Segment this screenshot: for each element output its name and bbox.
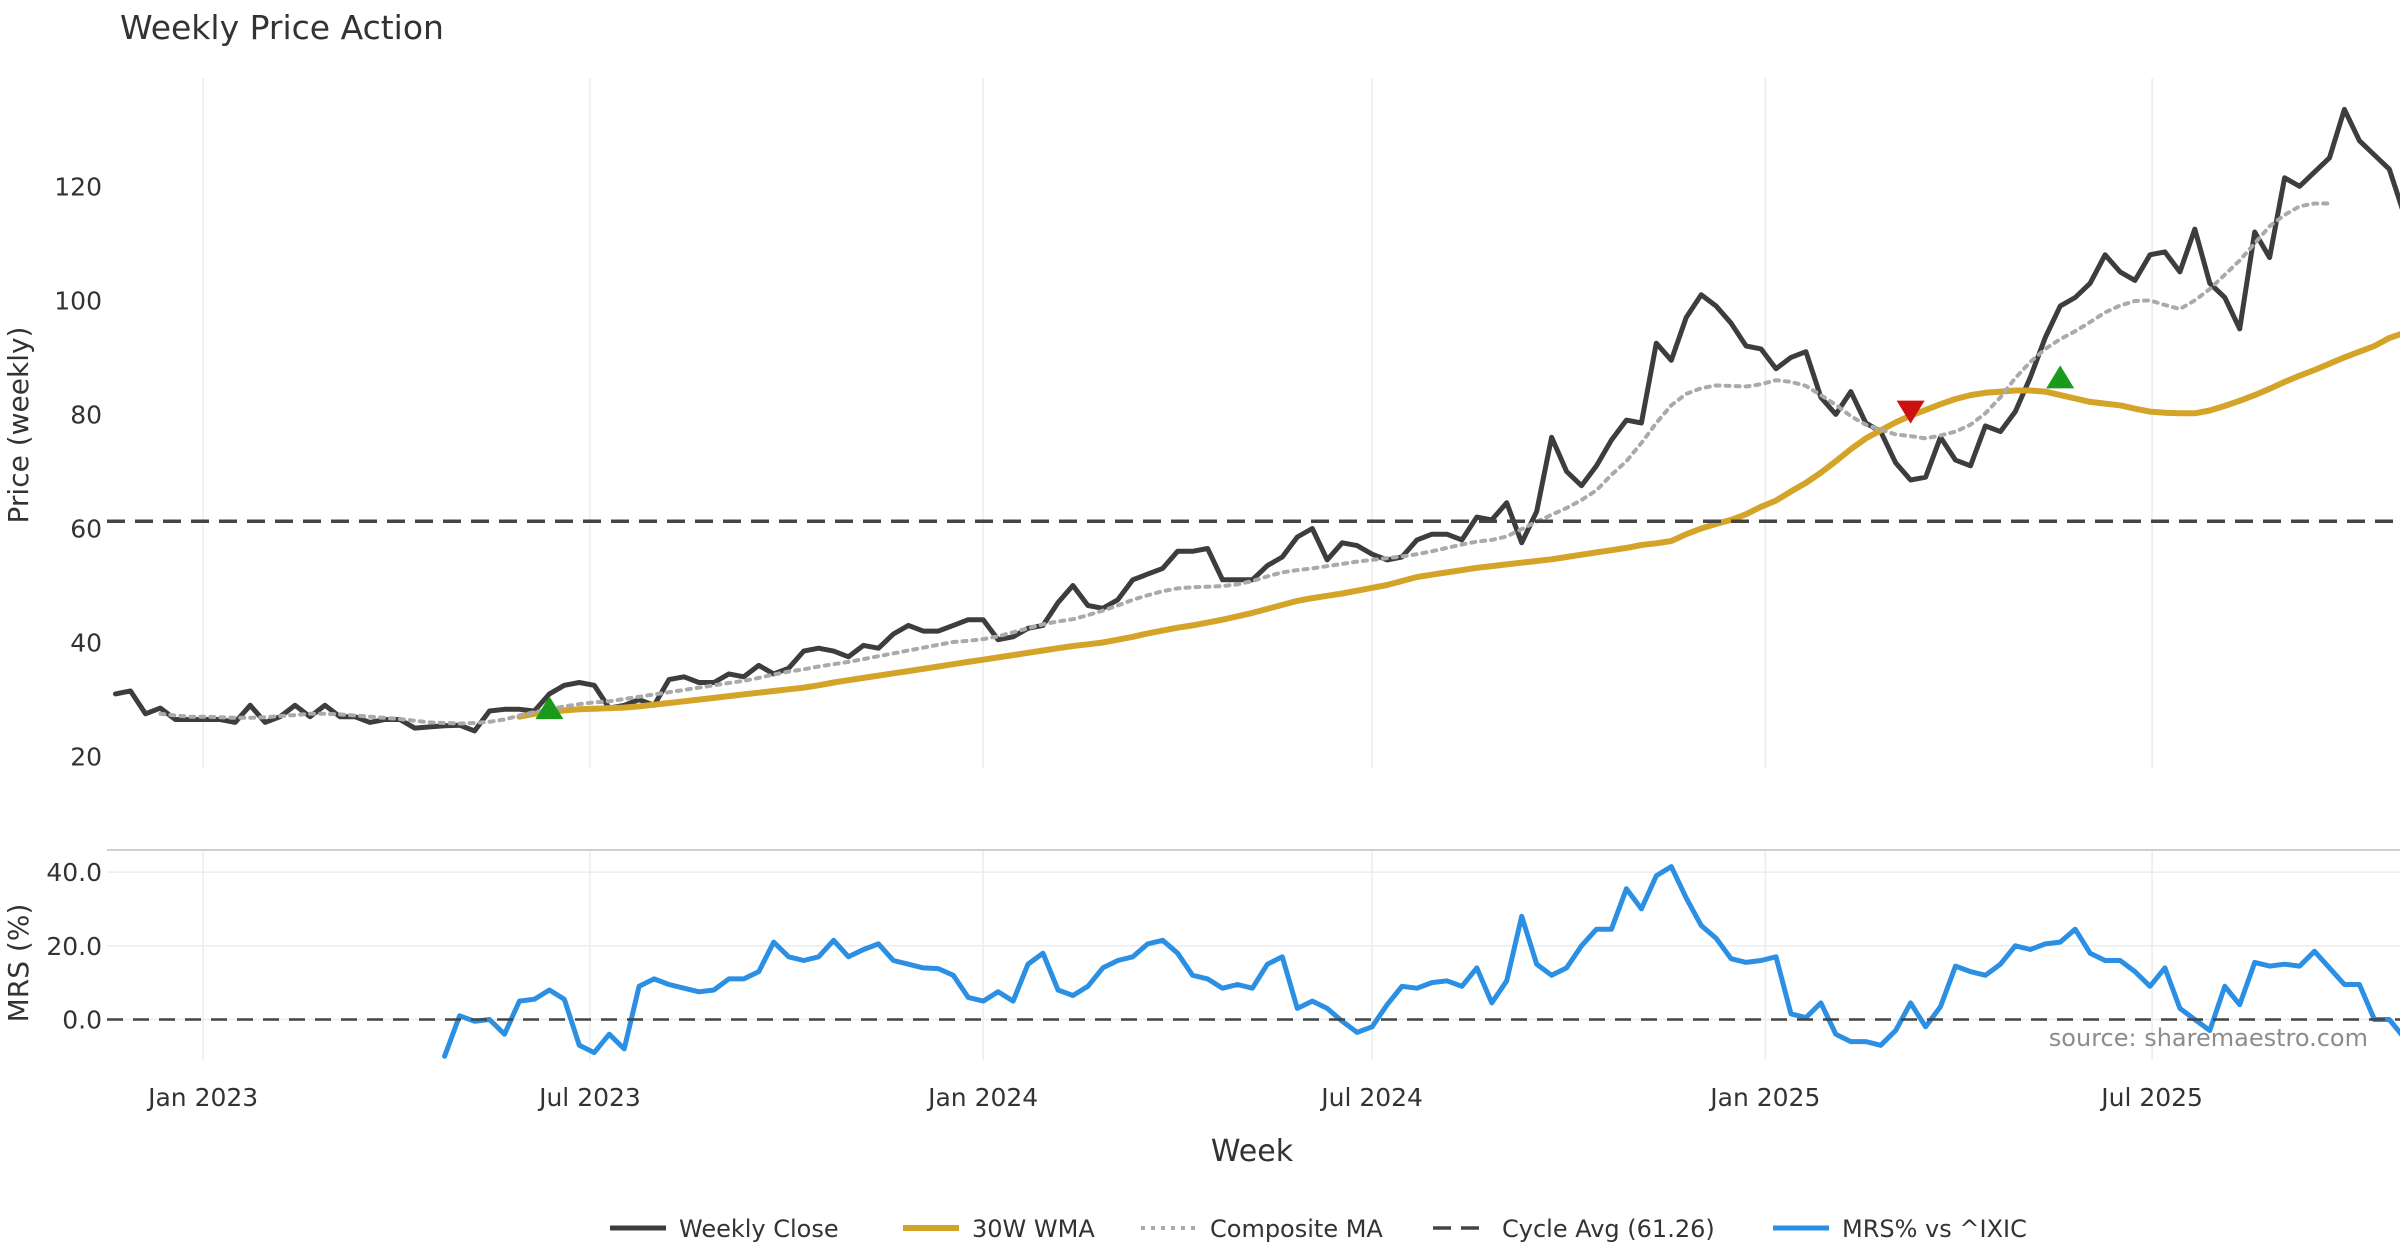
x-tick-label: Jan 2024 bbox=[926, 1083, 1038, 1112]
y-tick-label: 20.0 bbox=[46, 932, 102, 961]
sell-signal-marker bbox=[1896, 400, 1925, 424]
legend-label: Weekly Close bbox=[679, 1215, 839, 1243]
source-note: source: sharemaestro.com bbox=[2049, 1024, 2368, 1052]
series-mrs-vs-ixic-line bbox=[442, 864, 2400, 1059]
buy-signal-marker bbox=[2046, 365, 2075, 389]
series-30w-wma-line bbox=[516, 331, 2400, 720]
legend-item-composite-ma: Composite MA bbox=[1141, 1215, 1383, 1243]
y-tick-label: 20 bbox=[70, 743, 102, 772]
legend-item-cycle-avg-61-26: Cycle Avg (61.26) bbox=[1433, 1215, 1715, 1243]
y-tick-label: 0.0 bbox=[62, 1005, 102, 1034]
legend-item-weekly-close: Weekly Close bbox=[610, 1215, 839, 1243]
chart-title: Weekly Price Action bbox=[120, 8, 444, 47]
legend-label: MRS% vs ^IXIC bbox=[1842, 1215, 2027, 1243]
legend-item-30w-wma: 30W WMA bbox=[903, 1215, 1095, 1243]
x-axis-label: Week bbox=[1211, 1134, 1294, 1169]
legend-label: Composite MA bbox=[1210, 1215, 1383, 1243]
x-tick-label: Jan 2025 bbox=[1708, 1083, 1820, 1112]
x-tick-label: Jan 2023 bbox=[146, 1083, 258, 1112]
y-tick-label: 80 bbox=[70, 400, 102, 429]
legend-item-mrs-vs-ixic: MRS% vs ^IXIC bbox=[1773, 1215, 2027, 1243]
legend-label: 30W WMA bbox=[972, 1215, 1095, 1243]
mrs-panel: 0.0 20.0 40.0 Jan 2023 Jul 2023 Jan 2024 Jul 2… bbox=[46, 849, 2400, 1112]
x-tick-label: Jul 2024 bbox=[1319, 1083, 1423, 1112]
buy-signal-marker bbox=[535, 696, 564, 720]
x-tick-label: Jul 2023 bbox=[537, 1083, 641, 1112]
price-axis-label: Price (weekly) bbox=[2, 327, 35, 524]
price-panel: 20 40 60 80 100 120 bbox=[54, 78, 2400, 772]
y-tick-label: 40.0 bbox=[46, 858, 102, 887]
legend: Weekly Close 30W WMA Composite MA Cycle Avg… bbox=[610, 1215, 2027, 1243]
mrs-axis-label: MRS (%) bbox=[2, 904, 35, 1023]
series-weekly-close-line bbox=[113, 106, 2400, 734]
y-tick-label: 100 bbox=[54, 286, 102, 315]
y-tick-label: 60 bbox=[70, 514, 102, 543]
legend-label: Cycle Avg (61.26) bbox=[1502, 1215, 1715, 1243]
y-tick-label: 120 bbox=[54, 172, 102, 201]
x-tick-label: Jul 2025 bbox=[2099, 1083, 2203, 1112]
series-composite-ma-line bbox=[158, 201, 2332, 726]
y-tick-label: 40 bbox=[70, 629, 102, 658]
